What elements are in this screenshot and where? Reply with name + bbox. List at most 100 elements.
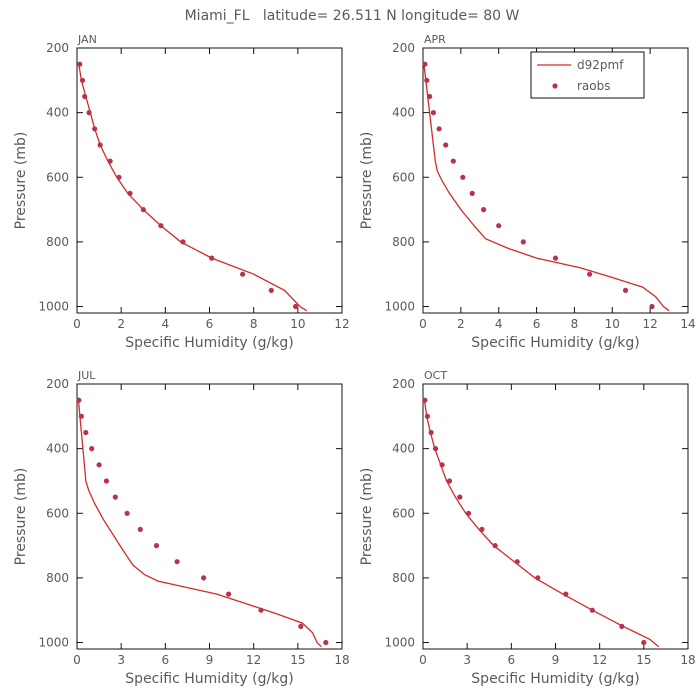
x-tick-label: 0 — [73, 653, 81, 667]
data-point-raobs — [481, 207, 487, 213]
y-tick-label: 600 — [46, 170, 69, 184]
data-point-raobs — [496, 223, 502, 229]
data-point-raobs — [82, 93, 88, 100]
series-line-d92pmf — [78, 64, 308, 312]
data-point-raobs — [514, 559, 520, 565]
data-point-raobs — [432, 446, 439, 452]
data-point-raobs — [479, 526, 485, 533]
y-tick-label: 1000 — [384, 300, 415, 314]
data-point-raobs — [79, 77, 86, 83]
panel-title: OCT — [424, 369, 447, 382]
y-tick-label: 600 — [46, 506, 69, 520]
x-tick-label: 18 — [680, 653, 695, 667]
x-tick-label: 10 — [290, 317, 305, 331]
data-point-raobs — [127, 190, 133, 196]
x-axis-label: Specific Humidity (g/kg) — [125, 335, 293, 351]
y-tick-label: 800 — [392, 235, 415, 249]
x-tick-label: 6 — [206, 317, 214, 331]
x-tick-label: 12 — [643, 317, 658, 331]
data-point-raobs — [622, 287, 629, 293]
x-tick-label: 3 — [463, 653, 471, 667]
y-tick-label: 200 — [392, 377, 415, 391]
data-point-raobs — [78, 413, 84, 419]
data-point-raobs — [201, 575, 207, 581]
data-point-raobs — [439, 462, 445, 468]
data-point-raobs — [323, 639, 329, 646]
data-point-raobs — [96, 462, 102, 468]
panel-title: APR — [424, 33, 446, 46]
data-point-raobs — [112, 494, 118, 500]
data-point-raobs — [268, 287, 274, 293]
data-point-raobs — [86, 110, 92, 116]
x-tick-label: 6 — [162, 653, 170, 667]
data-point-raobs — [443, 142, 449, 148]
data-point-raobs — [158, 223, 164, 229]
x-tick-label: 4 — [495, 317, 503, 331]
x-tick-label: 15 — [636, 653, 651, 667]
data-point-raobs — [293, 303, 299, 310]
data-point-raobs — [209, 255, 215, 261]
data-point-raobs — [174, 559, 180, 565]
x-tick-label: 0 — [73, 317, 81, 331]
x-tick-label: 0 — [419, 317, 427, 331]
plot-frame — [76, 383, 343, 650]
data-point-raobs — [641, 639, 647, 646]
data-point-raobs — [587, 271, 593, 277]
data-point-raobs — [469, 190, 475, 196]
data-point-raobs — [466, 510, 472, 516]
y-tick-label: 400 — [46, 442, 69, 456]
data-point-raobs — [258, 607, 264, 613]
data-point-raobs — [116, 174, 122, 180]
x-tick-label: 9 — [206, 653, 214, 667]
x-tick-label: 12 — [246, 653, 261, 667]
data-point-raobs — [97, 142, 103, 148]
legend-box — [530, 51, 645, 99]
x-tick-label: 9 — [552, 653, 560, 667]
data-point-raobs — [457, 494, 463, 500]
panel-jul: JUL 0 3 6 9 12 15 18 200 400 600 800 1000 Specific Hu… — [13, 369, 350, 687]
y-tick-label: 1000 — [384, 636, 415, 650]
data-point-raobs — [140, 207, 146, 213]
y-tick-label: 400 — [46, 106, 69, 120]
data-point-raobs — [153, 543, 160, 549]
x-tick-label: 2 — [117, 317, 125, 331]
panel-title: JUL — [77, 369, 96, 382]
y-tick-label: 1000 — [38, 636, 69, 650]
panel-oct: OCT 0 3 6 9 12 15 18 200 400 600 800 1000 Specific Hu… — [359, 369, 696, 687]
y-axis-label: Pressure (mb) — [13, 132, 29, 230]
y-tick-label: 600 — [392, 170, 415, 184]
x-tick-label: 12 — [592, 653, 607, 667]
x-tick-label: 12 — [334, 317, 349, 331]
y-tick-label: 200 — [46, 377, 69, 391]
panel-apr: APR 0 2 4 6 8 10 12 14 200 400 600 800 1000 Specific H… — [359, 33, 696, 351]
data-point-raobs — [446, 478, 453, 484]
data-point-raobs — [180, 239, 186, 245]
series-line-d92pmf — [77, 400, 322, 648]
x-tick-label: 6 — [533, 317, 541, 331]
y-tick-label: 200 — [46, 41, 69, 55]
y-tick-label: 400 — [392, 106, 415, 120]
x-axis-label: Specific Humidity (g/kg) — [471, 335, 639, 351]
x-tick-label: 2 — [457, 317, 465, 331]
data-point-raobs — [589, 607, 595, 613]
x-tick-label: 15 — [290, 653, 305, 667]
y-tick-label: 800 — [392, 571, 415, 585]
data-point-raobs — [424, 413, 430, 419]
y-tick-label: 400 — [392, 442, 415, 456]
data-point-raobs — [92, 126, 98, 132]
plot-frame — [422, 47, 689, 314]
legend-label-obs: raobs — [577, 79, 611, 93]
data-point-raobs — [427, 93, 433, 100]
data-point-raobs — [422, 397, 428, 403]
x-tick-label: 8 — [571, 317, 579, 331]
series-line-d92pmf — [423, 400, 660, 648]
y-tick-label: 800 — [46, 571, 69, 585]
y-axis-label: Pressure (mb) — [359, 132, 375, 230]
y-tick-label: 200 — [392, 41, 415, 55]
y-axis-label: Pressure (mb) — [13, 468, 29, 566]
panel-title: JAN — [77, 33, 97, 46]
data-point-raobs — [428, 429, 434, 436]
data-point-raobs — [422, 61, 428, 67]
data-point-raobs — [226, 591, 232, 597]
